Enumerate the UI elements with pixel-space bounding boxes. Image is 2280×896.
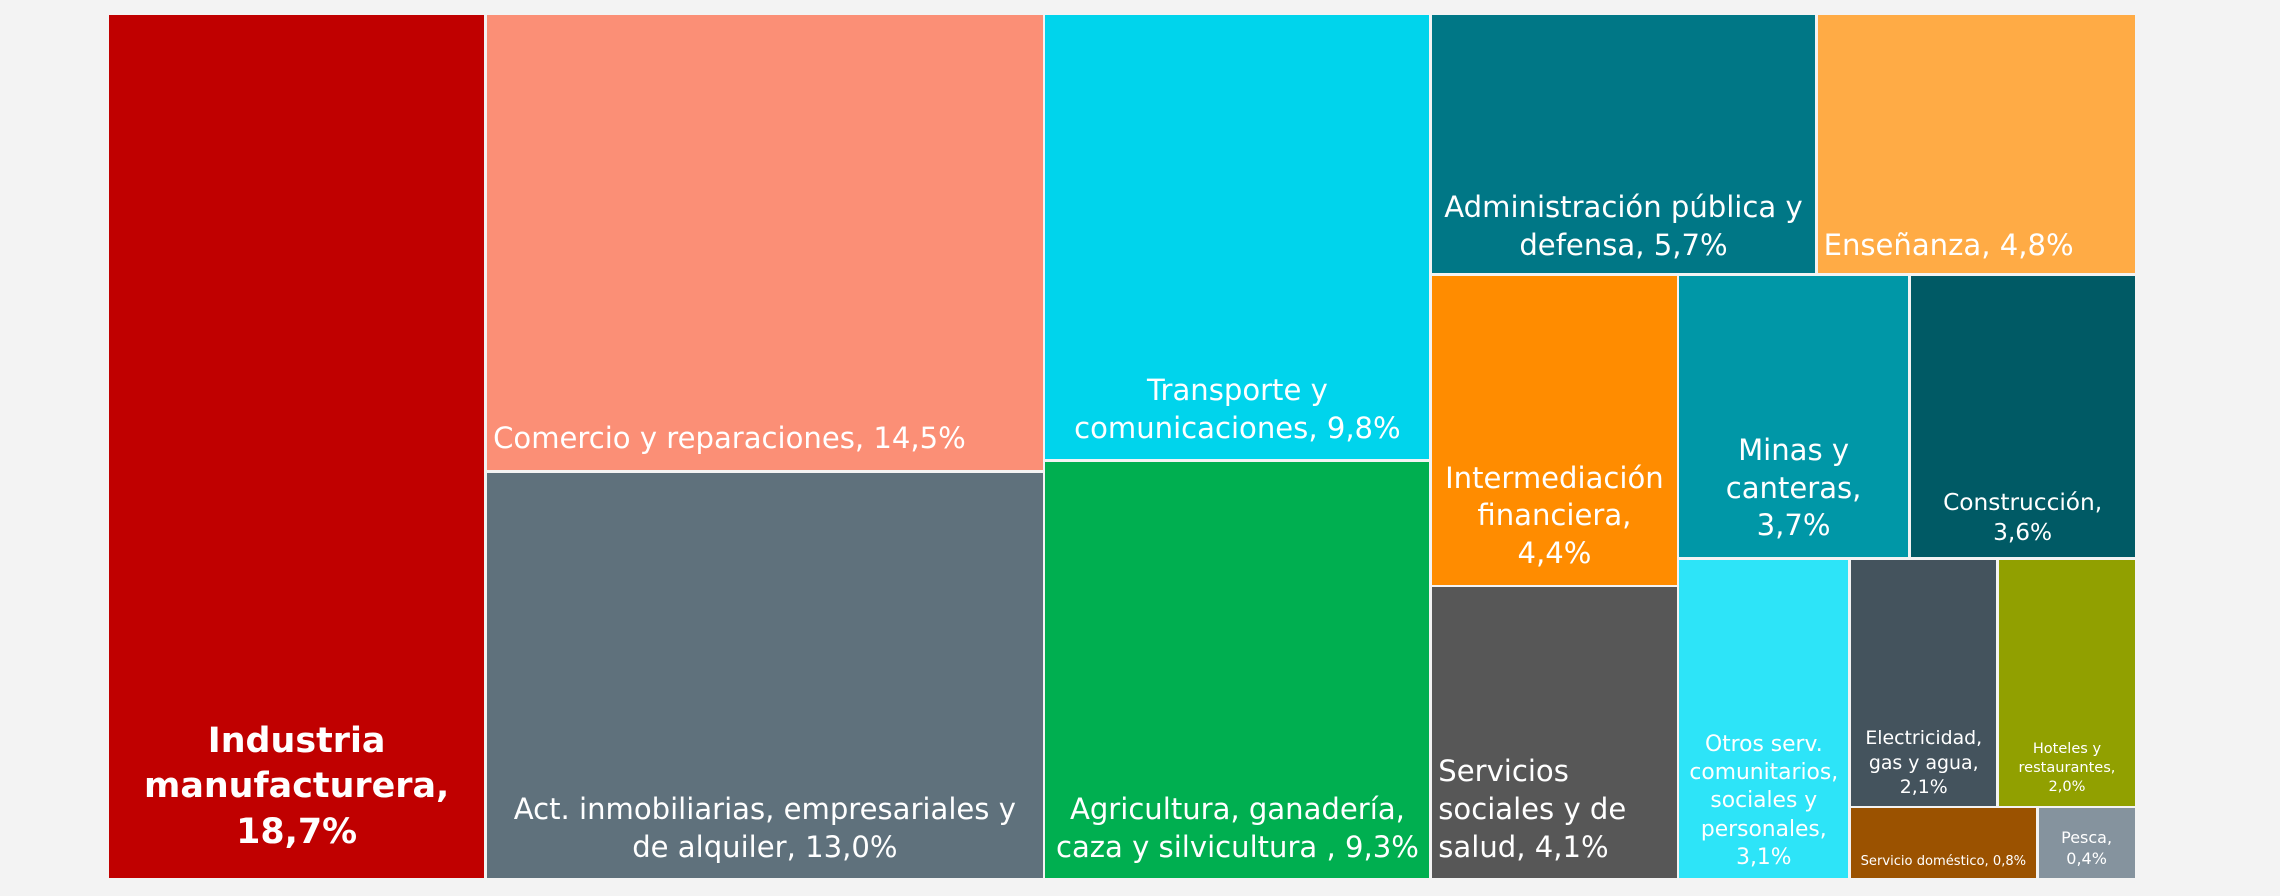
cell-label: Intermediación financiera, 4,4%: [1432, 460, 1676, 585]
category-name: Minas y canteras,: [1725, 432, 1862, 505]
value-label: 4,8%: [1999, 227, 2074, 262]
category-name: Otros serv. comunitarios, sociales y per…: [1689, 731, 1839, 842]
cell-label: Hoteles y restaurantes, 2,0%: [1999, 740, 2134, 805]
cell-label: Act. inmobiliarias, empresariales y de a…: [487, 791, 1042, 878]
category-name: Intermediación financiera,: [1445, 460, 1664, 533]
treemap-cell: Act. inmobiliarias, empresariales y de a…: [487, 472, 1043, 879]
cell-label: Servicio doméstico, 0,8%: [1851, 853, 2036, 879]
category-name: Agricultura, ganadería, caza y silvicult…: [1055, 792, 1405, 864]
treemap-cell: Servicios sociales y de salud, 4,1%: [1432, 587, 1677, 879]
value-label: 3,6%: [1993, 518, 2053, 546]
cell-label: Comercio y reparaciones, 14,5%: [487, 420, 1042, 469]
category-name: Hoteles y restaurantes,: [2018, 741, 2116, 777]
treemap-cell: Servicio doméstico, 0,8%: [1851, 808, 2036, 879]
value-label: 13,0%: [805, 829, 898, 864]
category-name: Servicios sociales y de salud,: [1438, 754, 1627, 864]
value-label: 0,4%: [2066, 848, 2107, 868]
category-name: Act. inmobiliarias, empresariales y de a…: [513, 792, 1016, 864]
cell-label: Enseñanza, 4,8%: [1818, 227, 2135, 274]
value-label: 4,1%: [1534, 829, 1609, 864]
cell-label: Agricultura, ganadería, caza y silvicult…: [1045, 791, 1429, 878]
value-label: 2,0%: [2048, 778, 2086, 795]
treemap-cell: Electricidad, gas y agua, 2,1%: [1851, 559, 1997, 806]
treemap-cell: Enseñanza, 4,8%: [1817, 14, 2135, 274]
value-label: 9,8%: [1326, 411, 1401, 446]
cell-label: Transporte y comunicaciones, 9,8%: [1045, 372, 1429, 459]
category-name: Administración pública y defensa,: [1444, 190, 1803, 262]
value-label: 0,8%: [1992, 853, 2027, 869]
value-label: 18,7%: [236, 811, 358, 852]
treemap-cell: Minas y canteras, 3,7%: [1679, 276, 1908, 557]
treemap-cell: Comercio y reparaciones, 14,5%: [487, 14, 1043, 470]
treemap-cell: Construcción, 3,6%: [1910, 276, 2135, 557]
category-name: Pesca,: [2061, 827, 2113, 847]
treemap-cell: Pesca, 0,4%: [2038, 808, 2135, 879]
category-name: Electricidad, gas y agua,: [1865, 727, 1983, 774]
treemap-cell: Intermediación financiera, 4,4%: [1432, 276, 1677, 585]
cell-label: Otros serv. comunitarios, sociales y per…: [1679, 731, 1848, 879]
value-label: 5,7%: [1653, 227, 1728, 262]
category-name: Transporte y comunicaciones,: [1074, 373, 1328, 446]
treemap-cell: Hoteles y restaurantes, 2,0%: [1999, 559, 2135, 806]
cell-label: Administración pública y defensa, 5,7%: [1432, 189, 1814, 273]
cell-label: Pesca, 0,4%: [2039, 828, 2135, 878]
treemap-cell: Industria manufacturera, 18,7%: [109, 14, 485, 879]
category-name: Industria manufacturera,: [143, 720, 450, 807]
cell-label: Minas y canteras, 3,7%: [1679, 432, 1907, 557]
cell-label: Construcción, 3,6%: [1911, 488, 2135, 557]
value-label: 14,5%: [873, 421, 966, 456]
value-label: 3,7%: [1756, 508, 1831, 543]
category-name: Servicio doméstico,: [1860, 853, 1989, 869]
category-name: Construcción,: [1943, 488, 2103, 516]
value-label: 2,1%: [1899, 776, 1948, 799]
treemap-cell: Agricultura, ganadería, caza y silvicult…: [1045, 462, 1430, 879]
value-label: 3,1%: [1736, 845, 1792, 871]
cell-label: Servicios sociales y de salud, 4,1%: [1432, 753, 1676, 878]
cell-label: Electricidad, gas y agua, 2,1%: [1851, 726, 1996, 806]
treemap-cell: Administración pública y defensa, 5,7%: [1432, 14, 1815, 274]
value-label: 9,3%: [1344, 829, 1419, 864]
treemap-cell: Otros serv. comunitarios, sociales y per…: [1679, 559, 1849, 879]
category-name: Enseñanza,: [1823, 227, 1991, 262]
category-name: Comercio y reparaciones,: [493, 421, 865, 456]
treemap-cell: Transporte y comunicaciones, 9,8%: [1045, 14, 1430, 460]
cell-label: Industria manufacturera, 18,7%: [109, 719, 484, 878]
value-label: 4,4%: [1517, 536, 1592, 571]
